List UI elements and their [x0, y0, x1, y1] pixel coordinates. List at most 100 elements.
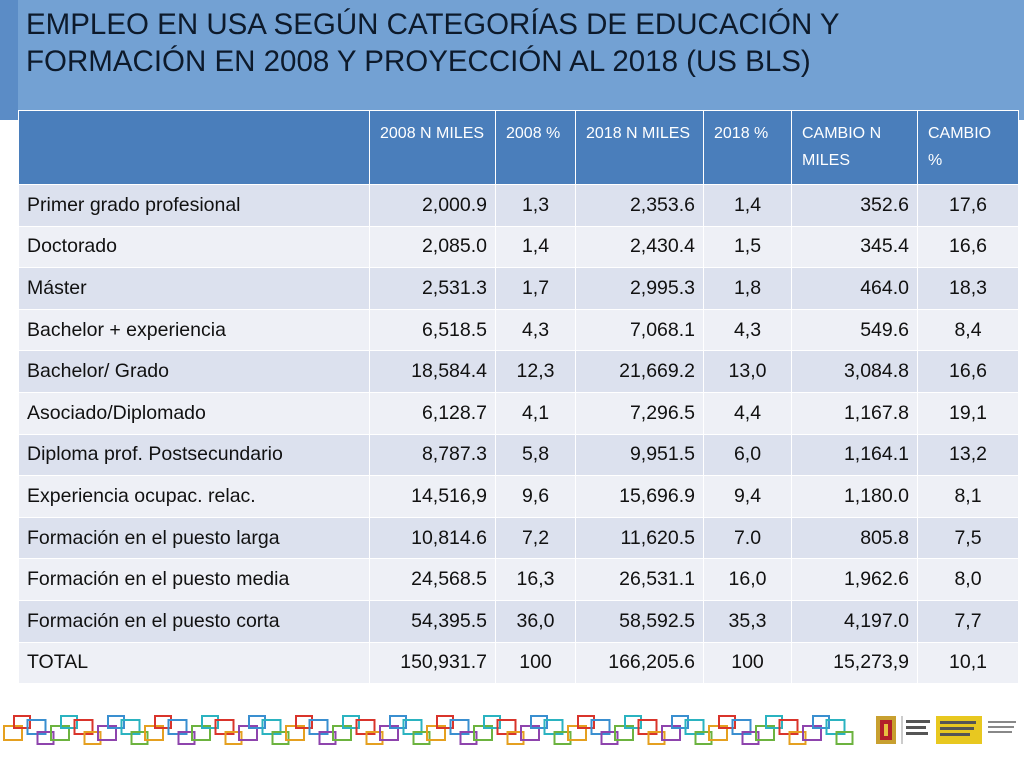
chain-link: [647, 731, 666, 745]
cell-2018-pct: 1,5: [703, 225, 792, 269]
cell-label: Diploma prof. Postsecundario: [18, 433, 370, 477]
cell-2008-n: 54,395.5: [369, 599, 496, 643]
cell-cambio-pct: 8,0: [917, 558, 1019, 601]
cell-2008-pct: 5,8: [495, 433, 576, 477]
chain-link: [788, 731, 807, 745]
cell-cambio-n: 15,273,9: [791, 641, 918, 685]
cell-2008-pct: 1,3: [495, 184, 576, 227]
cell-cambio-pct: 16,6: [917, 350, 1019, 393]
cell-label: Bachelor/ Grado: [18, 350, 370, 393]
chain-link: [13, 715, 31, 729]
cell-cambio-n: 464.0: [791, 267, 918, 310]
chain-link: [271, 731, 290, 745]
cell-2018-pct: 9,4: [703, 475, 792, 518]
chain-link: [459, 731, 478, 745]
cell-label: TOTAL: [18, 641, 370, 685]
cell-cambio-pct: 7,5: [917, 516, 1019, 560]
cell-2018-pct: 16,0: [703, 558, 792, 601]
cell-2008-pct: 4,1: [495, 391, 576, 435]
cell-cambio-pct: 16,6: [917, 225, 1019, 269]
cell-label: Bachelor + experiencia: [18, 308, 370, 352]
cell-2018-pct: 100: [703, 641, 792, 685]
chain-link: [624, 715, 642, 729]
header-cell-2018-n: 2018 N MILES: [575, 110, 704, 185]
chain-link: [83, 731, 102, 745]
cell-label: Experiencia ocupac. relac.: [18, 475, 370, 518]
cell-label: Máster: [18, 267, 370, 310]
cell-cambio-n: 345.4: [791, 225, 918, 269]
cell-2018-pct: 7.0: [703, 516, 792, 560]
cell-label: Formación en el puesto media: [18, 558, 370, 601]
cell-cambio-n: 805.8: [791, 516, 918, 560]
cell-2018-pct: 13,0: [703, 350, 792, 393]
row-formacion-puesto-corta: Formación en el puesto corta 54,395.5 36,0…: [18, 599, 1019, 643]
cell-2018-pct: 1,4: [703, 184, 792, 227]
cell-cambio-pct: 10,1: [917, 641, 1019, 685]
title-band-accent: [0, 0, 18, 120]
cell-2008-pct: 4,3: [495, 308, 576, 352]
cell-2018-pct: 1,8: [703, 267, 792, 310]
row-diploma-prof-postsecundario: Diploma prof. Postsecundario 8,787.3 5,8 9,…: [18, 433, 1019, 477]
cell-cambio-pct: 8,1: [917, 475, 1019, 518]
title-band: EMPLEO EN USA SEGÚN CATEGORÍAS DE EDUCAC…: [0, 0, 1024, 120]
chain-link: [130, 731, 149, 745]
header-cell-cambio-n: CAMBIO N MILES: [791, 110, 918, 185]
chain-link: [342, 715, 360, 729]
cell-2008-n: 24,568.5: [369, 558, 496, 601]
cell-2008-n: 2,085.0: [369, 225, 496, 269]
row-total: TOTAL 150,931.7 100 166,205.6 100 15,273,9 10,…: [18, 641, 1019, 685]
cell-label: Formación en el puesto corta: [18, 599, 370, 643]
header-row: 2008 N MILES 2008 % 2018 N MILES 2018 % …: [18, 110, 1019, 185]
cell-2008-pct: 9,6: [495, 475, 576, 518]
cell-cambio-pct: 8,4: [917, 308, 1019, 352]
header-cell-label: [18, 110, 370, 185]
cell-2008-pct: 1,7: [495, 267, 576, 310]
chain-link: [483, 715, 501, 729]
chain-link: [177, 731, 196, 745]
chain-link: [718, 715, 736, 729]
cell-2008-n: 18,584.4: [369, 350, 496, 393]
cell-cambio-n: 1,164.1: [791, 433, 918, 477]
cell-2008-pct: 7,2: [495, 516, 576, 560]
cell-2018-n: 2,430.4: [575, 225, 704, 269]
chain-link: [671, 715, 689, 729]
cell-cambio-pct: 18,3: [917, 267, 1019, 310]
chain-link: [577, 715, 595, 729]
chain-link: [248, 715, 266, 729]
chain-link: [201, 715, 219, 729]
row-bachelor-experiencia: Bachelor + experiencia 6,518.5 4,3 7,068.1 4…: [18, 308, 1019, 352]
row-master: Máster 2,531.3 1,7 2,995.3 1,8 464.0 18,3: [18, 267, 1019, 310]
cell-2008-pct: 12,3: [495, 350, 576, 393]
header-cell-2018-pct: 2018 %: [703, 110, 792, 185]
cell-cambio-n: 549.6: [791, 308, 918, 352]
chain-links-decoration: [3, 715, 854, 745]
cell-2018-n: 58,592.5: [575, 599, 704, 643]
chain-link: [36, 731, 55, 745]
cell-cambio-pct: 13,2: [917, 433, 1019, 477]
chain-link: [60, 715, 78, 729]
cell-2018-n: 21,669.2: [575, 350, 704, 393]
cell-2008-pct: 36,0: [495, 599, 576, 643]
cell-2018-pct: 4,4: [703, 391, 792, 435]
chain-link: [365, 731, 384, 745]
cell-2008-n: 14,516,9: [369, 475, 496, 518]
cell-2018-n: 9,951.5: [575, 433, 704, 477]
row-asociado-diplomado: Asociado/Diplomado 6,128.7 4,1 7,296.5 4,4 1,…: [18, 391, 1019, 435]
chain-link: [318, 731, 337, 745]
cell-2018-n: 7,296.5: [575, 391, 704, 435]
chain-link: [812, 715, 830, 729]
cell-2018-n: 2,353.6: [575, 184, 704, 227]
chain-link: [553, 731, 572, 745]
row-bachelor-grado: Bachelor/ Grado 18,584.4 12,3 21,669.2 13,0 3…: [18, 350, 1019, 393]
chain-link: [412, 731, 431, 745]
cell-2018-n: 2,995.3: [575, 267, 704, 310]
cell-2008-n: 10,814.6: [369, 516, 496, 560]
cell-cambio-n: 1,180.0: [791, 475, 918, 518]
cell-cambio-pct: 7,7: [917, 599, 1019, 643]
cell-2008-n: 2,000.9: [369, 184, 496, 227]
chain-link: [694, 731, 713, 745]
cell-cambio-pct: 19,1: [917, 391, 1019, 435]
chain-link: [506, 731, 525, 745]
cell-cambio-pct: 17,6: [917, 184, 1019, 227]
cell-cambio-n: 3,084.8: [791, 350, 918, 393]
